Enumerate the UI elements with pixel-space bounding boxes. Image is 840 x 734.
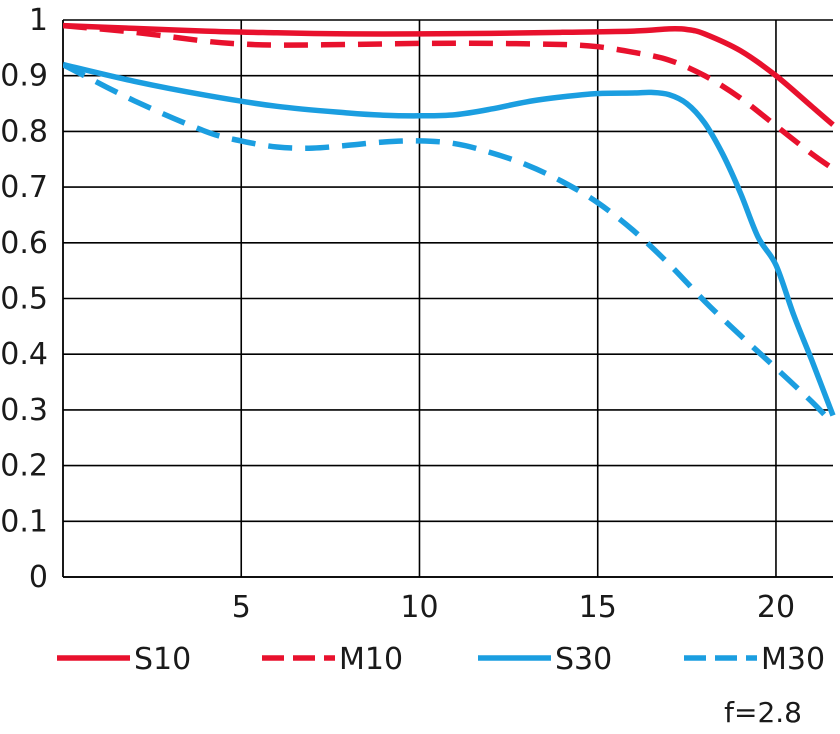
x-tick-label: 20 <box>757 590 795 625</box>
legend-label-m30: M30 <box>761 642 825 677</box>
series-line-m30 <box>63 62 835 426</box>
y-tick-label: 0.7 <box>0 170 48 205</box>
y-tick-label: 0.9 <box>0 59 48 94</box>
aperture-note: f=2.8 <box>724 696 802 729</box>
legend-label-m10: M10 <box>339 642 403 677</box>
series-line-s30 <box>63 61 836 417</box>
y-tick-label: 0.4 <box>0 337 48 372</box>
y-axis-tick-labels: 0 0.1 0.2 0.3 0.4 0.5 0.6 0.7 0.8 0.9 1 <box>0 3 48 595</box>
y-tick-label: 0.5 <box>0 282 48 317</box>
series-lines <box>63 22 836 426</box>
series-line-m10 <box>63 22 835 171</box>
legend-label-s10: S10 <box>134 642 191 677</box>
legend-label-s30: S30 <box>555 642 612 677</box>
series-line-s10 <box>63 22 835 127</box>
y-tick-label: 0.8 <box>0 114 48 149</box>
x-tick-label: 10 <box>400 590 438 625</box>
y-tick-label: 0.2 <box>0 449 48 484</box>
y-tick-label: 1 <box>29 3 48 38</box>
y-tick-label: 0 <box>29 560 48 595</box>
y-tick-label: 0.1 <box>0 504 48 539</box>
y-tick-label: 0.3 <box>0 393 48 428</box>
legend: S10 M10 S30 M30 <box>57 642 825 677</box>
y-tick-label: 0.6 <box>0 226 48 261</box>
x-tick-label: 15 <box>579 590 617 625</box>
grid <box>62 19 833 578</box>
x-axis-tick-labels: 5 10 15 20 <box>232 590 795 625</box>
x-tick-label: 5 <box>232 590 251 625</box>
